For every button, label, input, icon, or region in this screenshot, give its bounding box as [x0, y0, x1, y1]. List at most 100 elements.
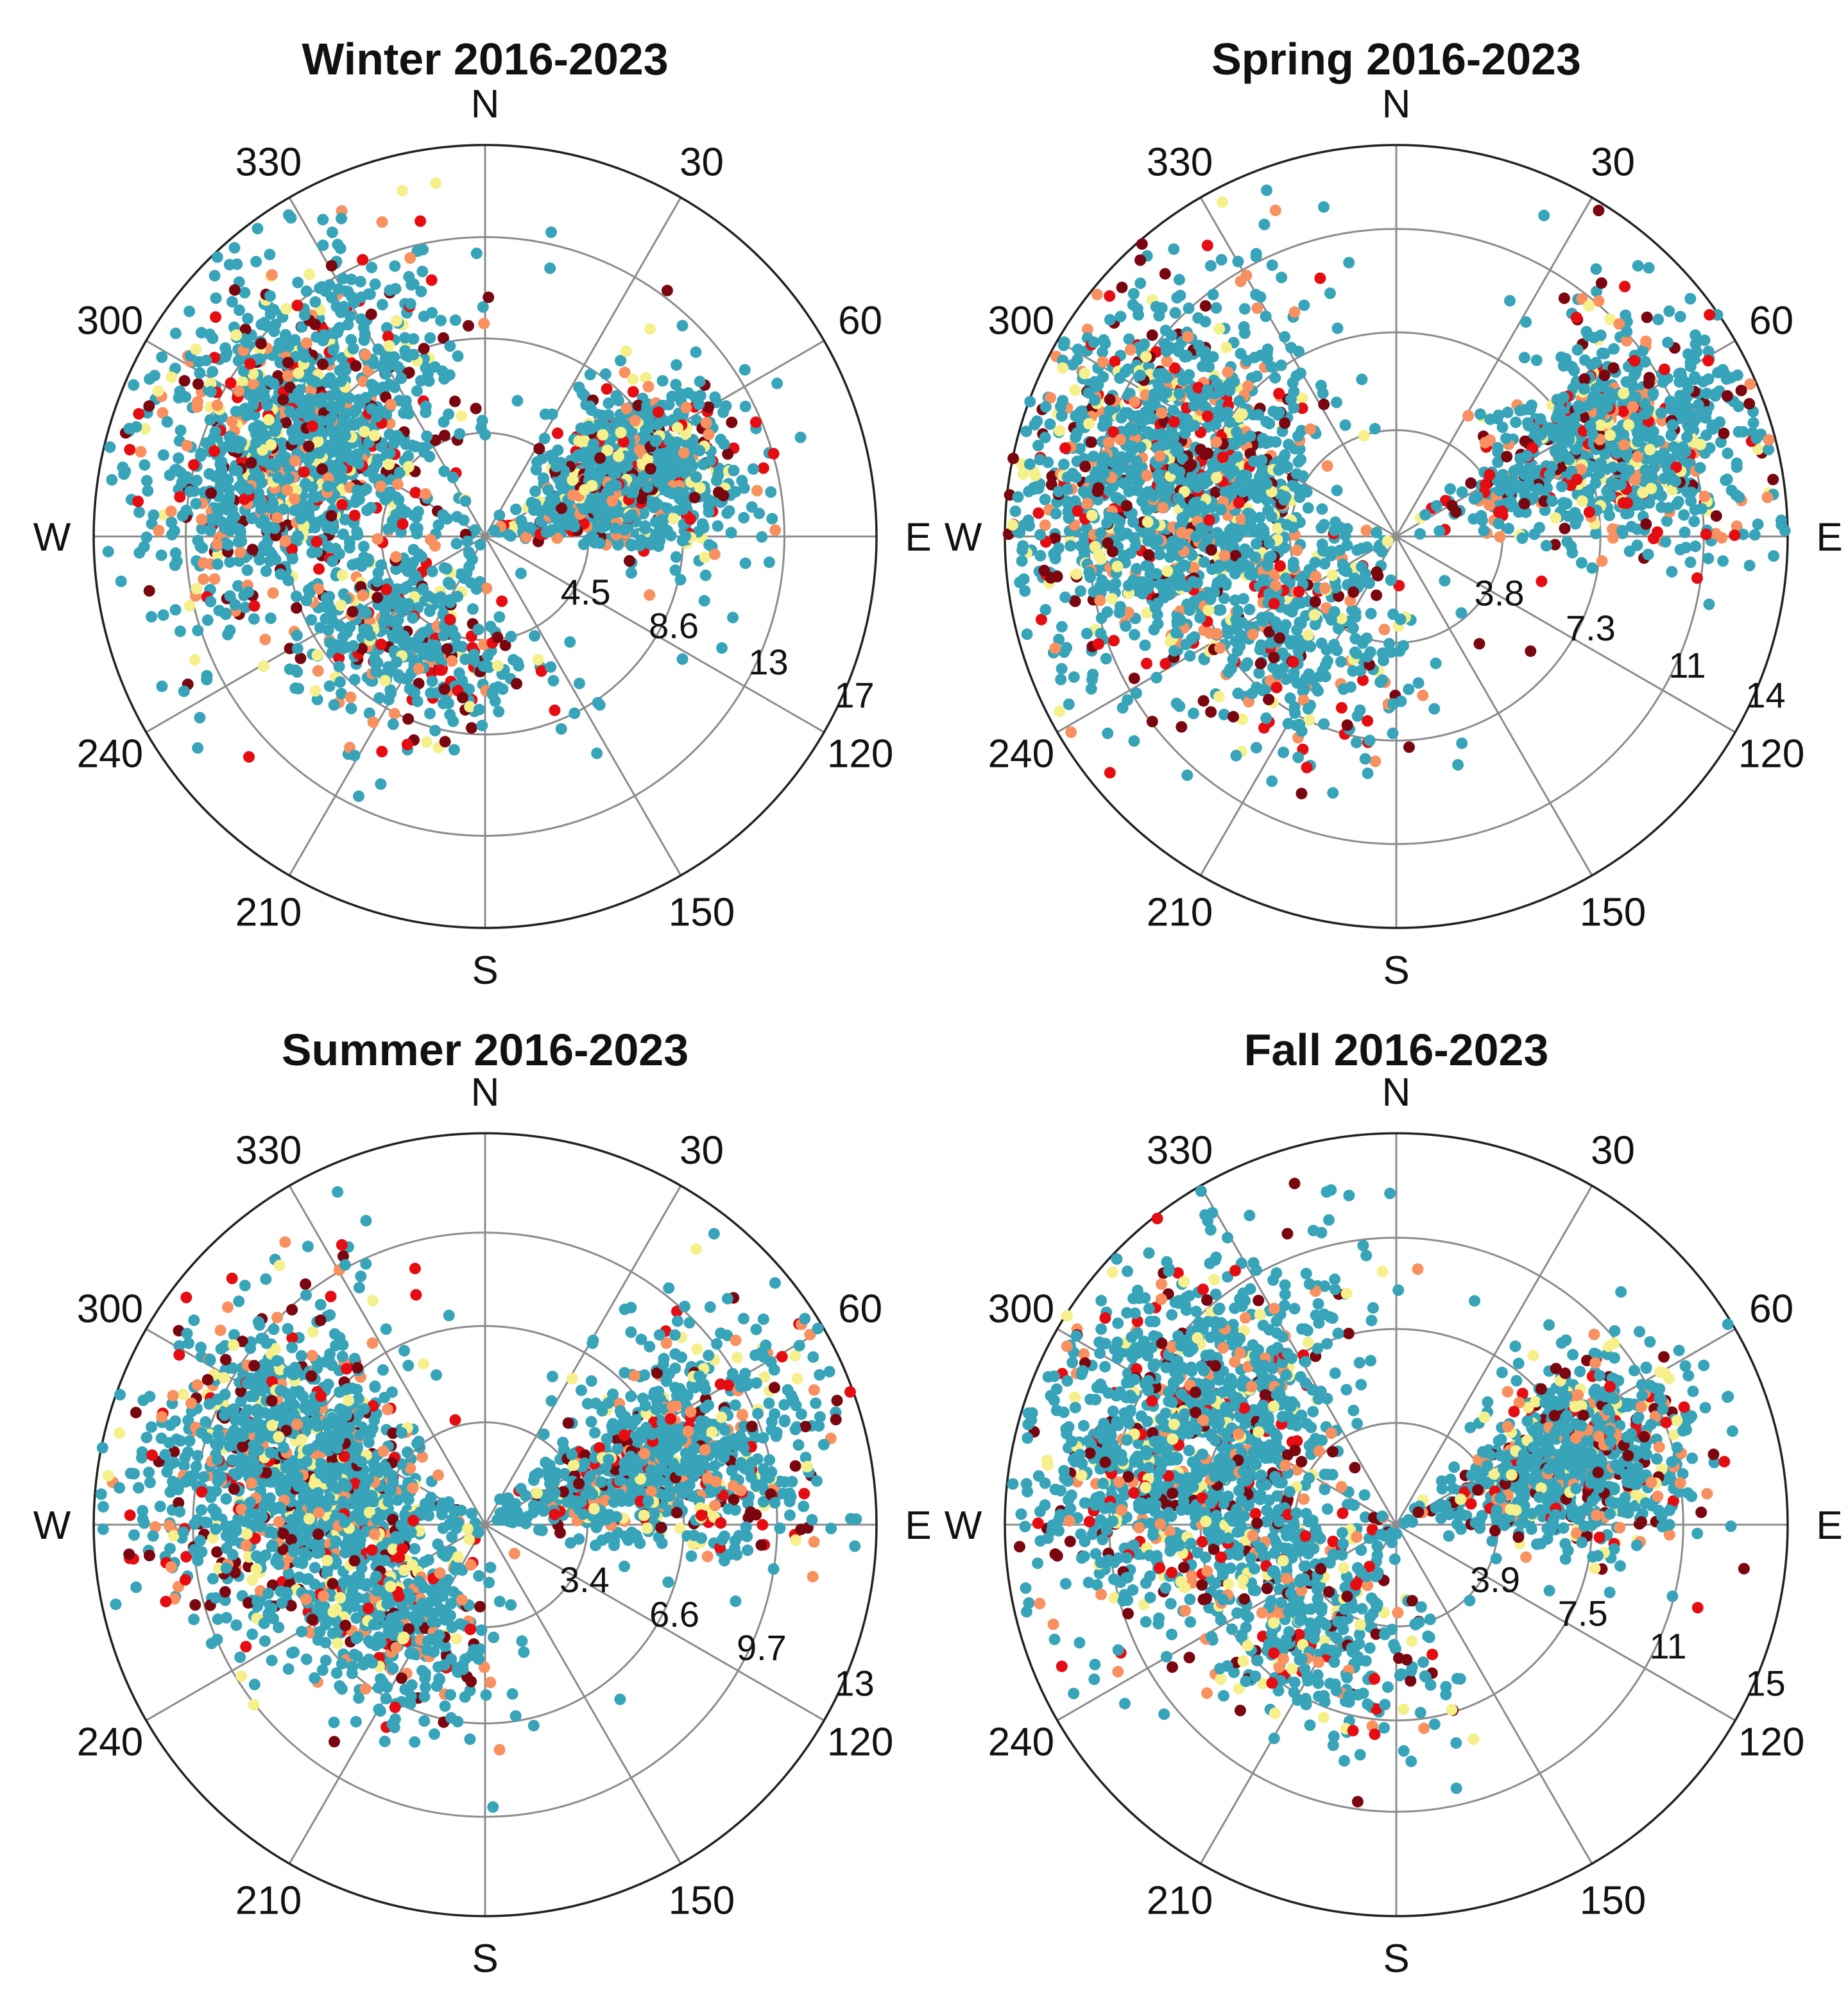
data-point — [665, 529, 677, 542]
data-point — [1049, 642, 1061, 655]
data-point — [335, 599, 347, 612]
data-point — [531, 456, 543, 468]
data-point — [363, 288, 375, 300]
data-point — [255, 338, 267, 350]
data-point — [1140, 350, 1152, 363]
data-point — [300, 337, 312, 349]
data-point — [1607, 441, 1619, 454]
data-point — [642, 481, 654, 493]
data-point — [1159, 431, 1172, 443]
data-point — [1717, 555, 1729, 567]
data-point — [359, 348, 372, 361]
data-point — [1504, 295, 1516, 307]
data-point — [1563, 434, 1575, 446]
data-point — [1578, 383, 1590, 395]
data-point — [1034, 529, 1047, 541]
data-point — [1265, 361, 1278, 373]
data-point — [211, 538, 223, 551]
data-point — [184, 305, 196, 318]
data-point — [1419, 509, 1432, 521]
data-point — [1285, 341, 1297, 354]
data-point — [496, 595, 508, 607]
data-point — [1698, 334, 1711, 347]
data-point — [482, 650, 494, 662]
data-point — [483, 291, 495, 304]
data-point — [357, 321, 370, 334]
data-point — [1056, 663, 1068, 675]
data-point — [139, 459, 151, 471]
data-point — [1607, 461, 1619, 474]
data-point — [1083, 418, 1095, 430]
data-point — [1362, 715, 1374, 727]
data-point — [157, 609, 169, 621]
data-point — [1570, 443, 1582, 456]
data-point — [267, 587, 279, 599]
data-point — [402, 461, 415, 473]
data-point — [176, 477, 188, 488]
data-point — [257, 660, 270, 673]
data-point — [1238, 303, 1251, 315]
data-point — [1204, 260, 1217, 272]
data-point — [1016, 555, 1028, 567]
data-point — [234, 304, 245, 316]
data-point — [306, 481, 318, 493]
data-point — [609, 466, 621, 478]
data-point — [1180, 350, 1192, 361]
data-point — [1184, 604, 1196, 616]
data-point — [1768, 550, 1780, 562]
data-point — [264, 612, 277, 624]
data-point — [1049, 553, 1061, 565]
data-point — [411, 527, 423, 540]
data-point — [1098, 451, 1110, 463]
data-point — [292, 387, 304, 399]
data-point — [417, 583, 429, 595]
data-point — [1503, 522, 1514, 535]
data-point — [329, 459, 341, 472]
data-point — [716, 642, 728, 654]
data-point — [1290, 468, 1303, 480]
data-point — [1508, 465, 1520, 477]
data-point — [678, 447, 690, 459]
data-point — [441, 563, 453, 575]
data-point — [1721, 390, 1733, 402]
data-point — [426, 307, 438, 319]
data-point — [1095, 612, 1108, 624]
data-point — [295, 513, 307, 525]
data-point — [529, 485, 542, 497]
data-point — [1604, 490, 1616, 502]
data-point — [169, 604, 182, 616]
data-point — [269, 522, 281, 535]
data-point — [1235, 275, 1247, 287]
data-point — [1018, 519, 1030, 531]
data-point — [259, 633, 271, 646]
data-point — [312, 665, 324, 677]
data-point — [381, 321, 393, 334]
data-point — [1053, 542, 1065, 554]
data-point — [174, 625, 186, 637]
data-point — [1028, 483, 1040, 495]
data-point — [1722, 447, 1734, 459]
data-point — [446, 655, 458, 667]
data-point — [1007, 519, 1018, 531]
data-point — [1188, 707, 1199, 719]
data-point — [404, 683, 416, 695]
data-point — [314, 622, 326, 634]
data-point — [1663, 502, 1675, 514]
data-point — [429, 361, 441, 373]
data-point — [1643, 262, 1655, 274]
data-point — [141, 475, 153, 487]
data-point — [1528, 424, 1541, 436]
data-point — [1136, 238, 1148, 250]
data-point — [1086, 510, 1098, 522]
data-point — [588, 536, 601, 549]
data-point — [443, 369, 456, 381]
data-point — [291, 642, 304, 655]
data-point — [271, 512, 283, 524]
data-point — [325, 444, 337, 456]
data-point — [703, 428, 715, 440]
data-point — [452, 350, 464, 362]
data-point — [757, 462, 769, 474]
data-point — [749, 416, 762, 428]
data-point — [234, 526, 246, 538]
data-point — [424, 450, 436, 463]
